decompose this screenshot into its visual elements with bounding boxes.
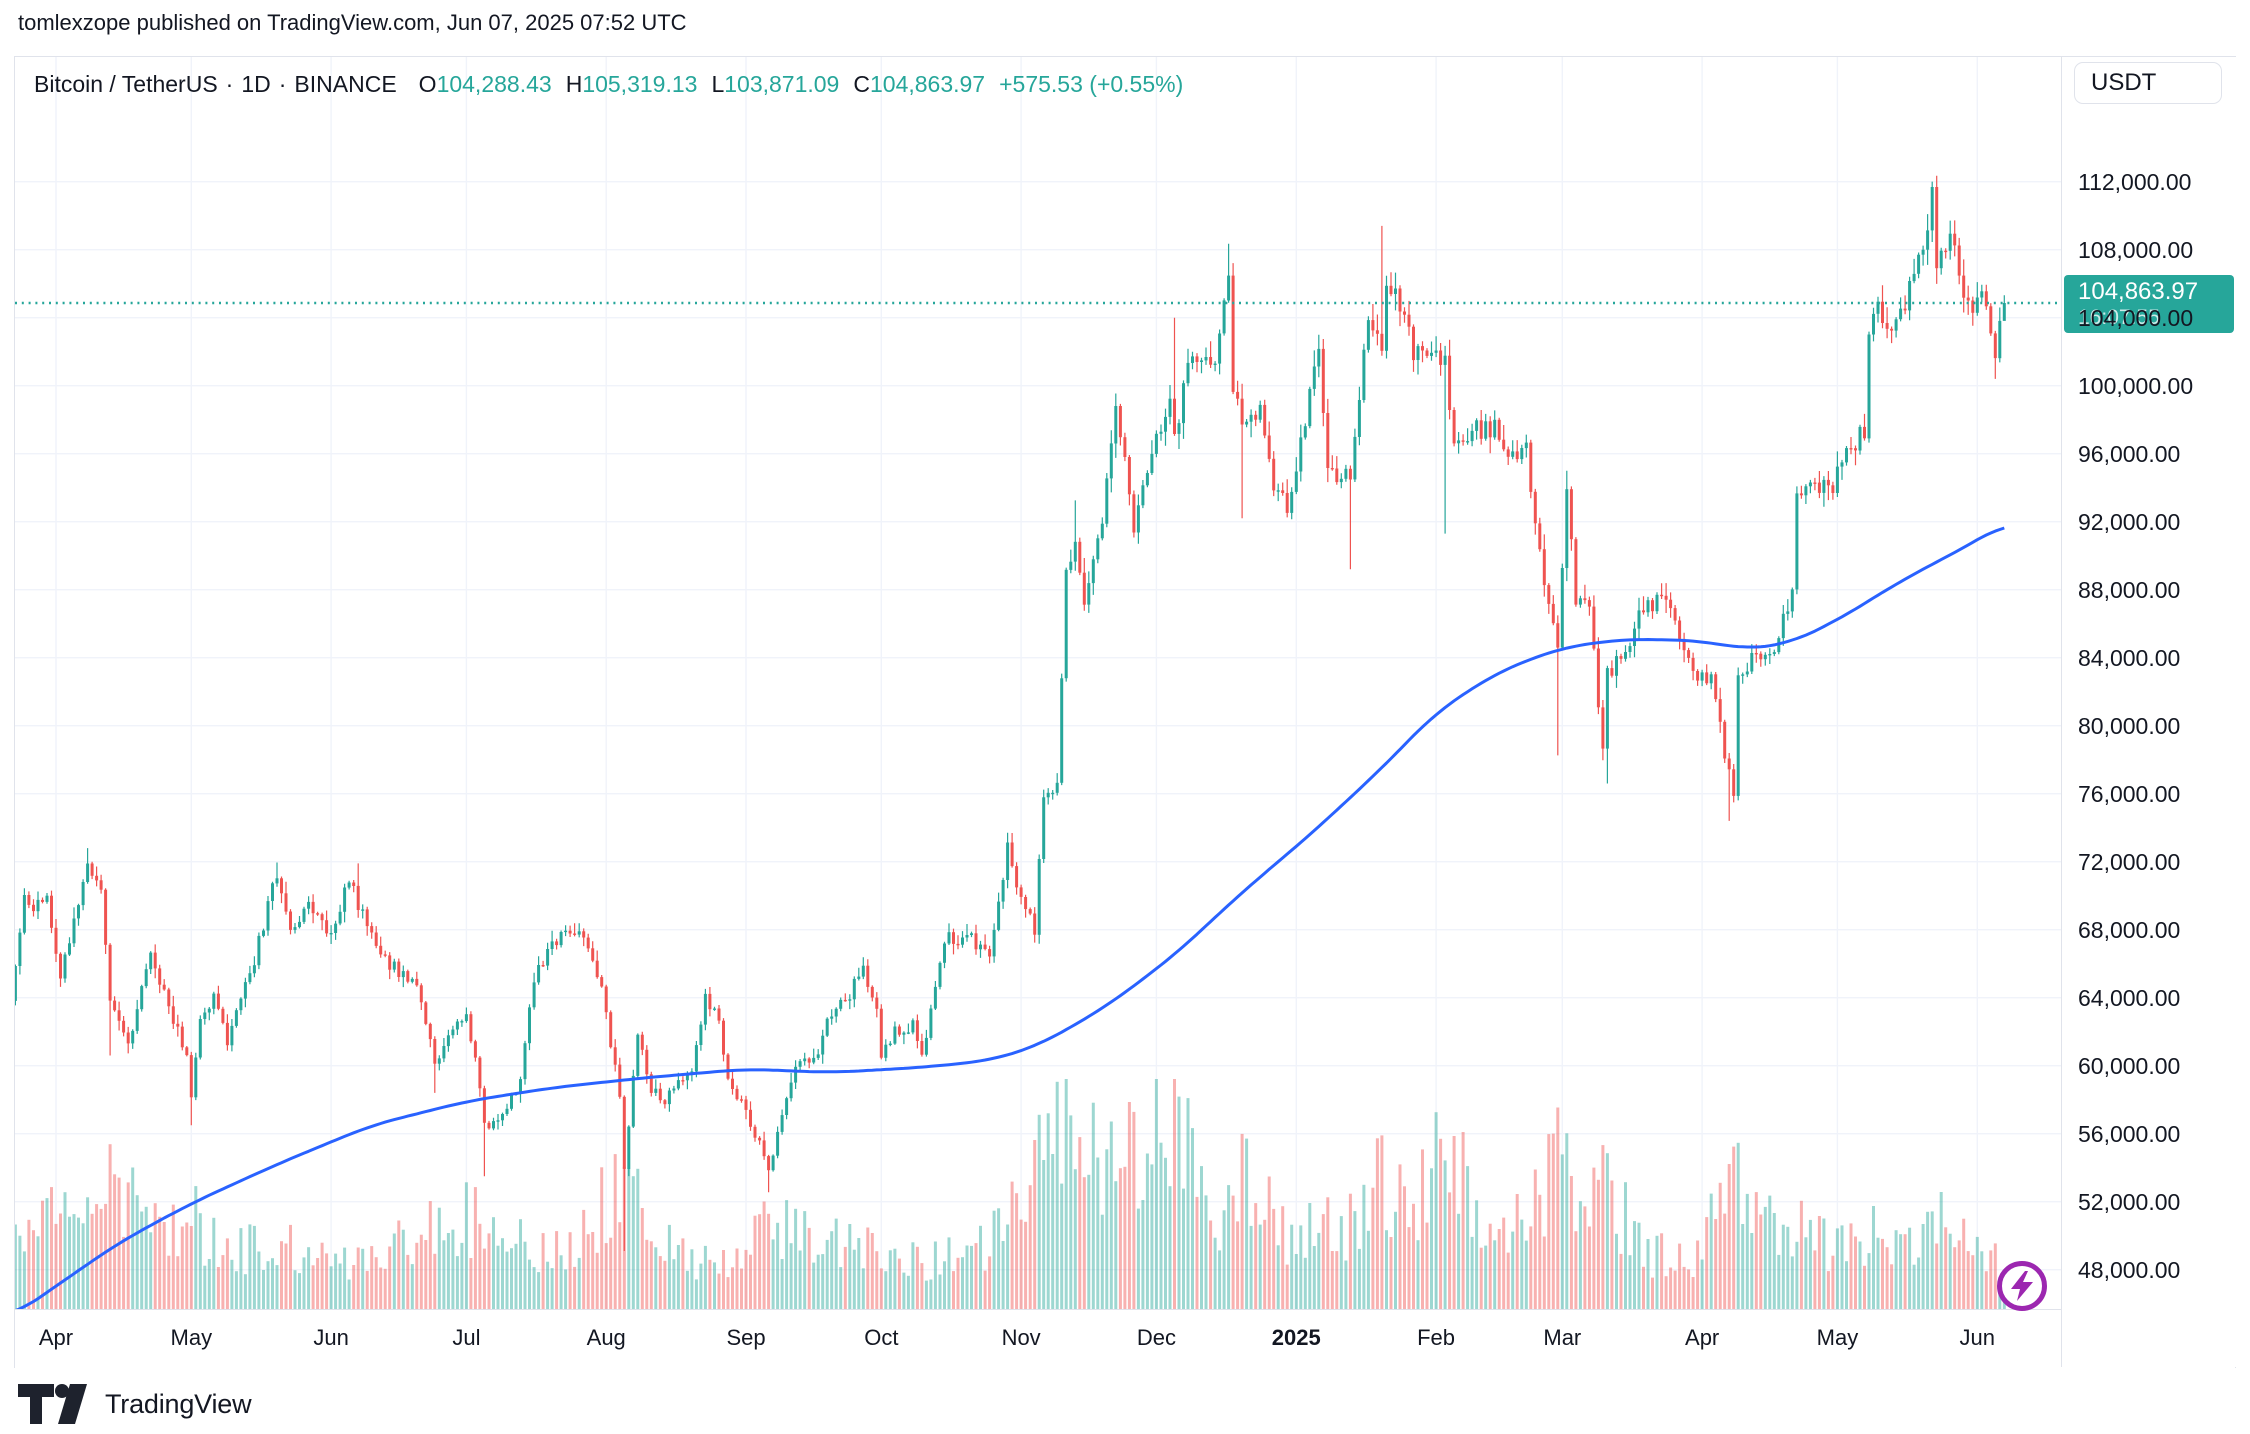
chart-layers [15, 57, 2061, 1309]
price-axis-label: 88,000.00 [2078, 576, 2181, 603]
time-axis-label: Mar [1543, 1325, 1582, 1350]
ohlc-open: O104,288.43 [418, 71, 552, 97]
price-axis[interactable]: USDT 104,863.97 16:07:55 112,000.00 108,0… [2061, 57, 2236, 1367]
symbol-title[interactable]: Bitcoin / TetherUS [34, 71, 218, 97]
time-axis-label: Jun [1959, 1325, 1995, 1350]
price-axis-label: 56,000.00 [2078, 1120, 2181, 1147]
lightning-icon [1997, 1261, 2047, 1311]
price-chart-pane[interactable] [15, 57, 2061, 1309]
price-axis-label: 64,000.00 [2078, 984, 2181, 1011]
currency-usdt-button[interactable]: USDT [2074, 62, 2222, 104]
price-axis-label: 68,000.00 [2078, 916, 2181, 943]
time-axis-label: Aug [586, 1325, 626, 1350]
price-axis-label: 84,000.00 [2078, 644, 2181, 671]
price-axis-label: 92,000.00 [2078, 508, 2181, 535]
last-price-badge: 104,863.97 16:07:55 [2064, 275, 2234, 333]
price-axis-label: 76,000.00 [2078, 780, 2181, 807]
time-axis-label: Feb [1417, 1325, 1455, 1350]
chart-widget: Bitcoin / TetherUS · 1D · BINANCE O104,288.43… [14, 56, 2236, 1368]
time-axis-label: Apr [38, 1325, 74, 1350]
legend-separator: · [225, 71, 234, 97]
price-axis-label: 108,000.00 [2078, 236, 2194, 263]
price-axis-label: 100,000.00 [2078, 372, 2194, 399]
price-axis-label: 72,000.00 [2078, 848, 2181, 875]
exchange-label[interactable]: BINANCE [294, 71, 397, 97]
boost-button[interactable] [1995, 1259, 2049, 1313]
change-label: +575.53 (+0.55%) [999, 71, 1184, 97]
ohlc-high: H105,319.13 [565, 71, 698, 97]
time-axis-label: May [170, 1325, 213, 1350]
price-axis-label: 60,000.00 [2078, 1052, 2181, 1079]
ohlc-low: L103,871.09 [711, 71, 840, 97]
price-axis-label: 104,000.00 [2078, 304, 2194, 331]
tradingview-wordmark[interactable]: TradingView [105, 1388, 252, 1419]
bar-countdown: 16:07:55 [2078, 306, 2160, 329]
time-axis-label: 2025 [1271, 1325, 1321, 1350]
volume-bars [15, 1079, 2006, 1309]
time-axis-label: Jul [452, 1325, 481, 1350]
price-axis-label: 52,000.00 [2078, 1188, 2181, 1215]
ma-line [15, 526, 2005, 1309]
candles-up [15, 187, 2006, 1171]
time-axis-label: Apr [1685, 1325, 1720, 1350]
footer: TradingView [18, 1378, 252, 1430]
time-axis-label: Sep [726, 1325, 766, 1350]
legend-separator: · [278, 71, 287, 97]
chart-legend: Bitcoin / TetherUS · 1D · BINANCE O104,288.43… [34, 69, 1183, 99]
time-axis-label: Jun [313, 1325, 349, 1350]
price-axis-label: 48,000.00 [2078, 1256, 2181, 1283]
price-axis-label: 96,000.00 [2078, 440, 2181, 467]
price-axis-label: 112,000.00 [2078, 168, 2192, 195]
time-axis-label: Nov [1001, 1325, 1041, 1350]
candles-down [27, 187, 1997, 1171]
last-price-value: 104,863.97 [2078, 278, 2199, 305]
time-axis-label: Dec [1136, 1325, 1176, 1350]
tradingview-logo-icon[interactable] [18, 1383, 92, 1425]
ohlc-close: C104,863.97 [853, 71, 986, 97]
interval-label[interactable]: 1D [241, 71, 271, 97]
time-axis-label: Oct [864, 1325, 899, 1350]
time-axis-label: May [1816, 1325, 1859, 1350]
time-axis[interactable]: Apr May Jun Jul Aug Sep Oct Nov Dec 2025 Feb Mar Apr… [15, 1309, 2235, 1368]
attribution: tomlexzope published on TradingView.com,… [18, 10, 687, 35]
price-axis-label: 80,000.00 [2078, 712, 2181, 739]
